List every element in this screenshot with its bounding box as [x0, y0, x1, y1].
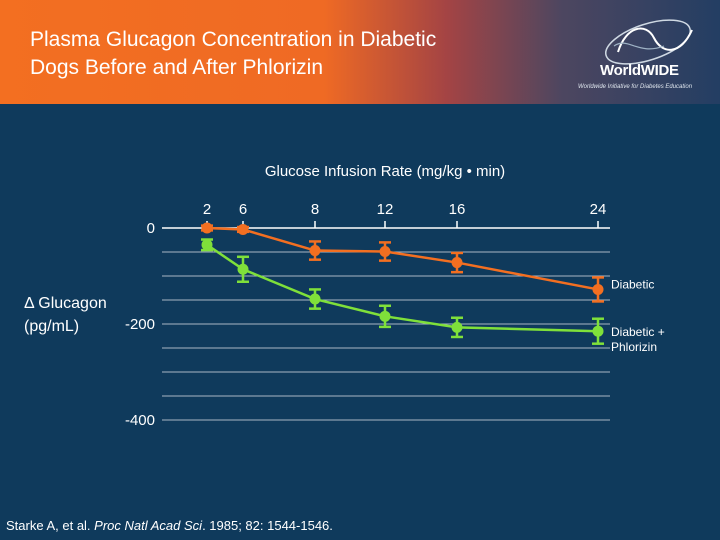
citation-authors: Starke A, et al. [6, 518, 95, 533]
legend-diabetic: Diabetic [611, 277, 654, 291]
data-point [379, 246, 391, 258]
data-point [379, 310, 391, 322]
logo-wordmark: WorldWIDE [600, 62, 679, 79]
x-tick-label: 12 [377, 201, 394, 218]
y-tick-label: -200 [125, 316, 155, 333]
globe-swirl-icon [605, 19, 693, 65]
citation-journal: Proc Natl Acad Sci [94, 518, 203, 533]
data-point [592, 283, 604, 295]
data-point [237, 223, 249, 235]
x-tick-label: 24 [590, 201, 607, 218]
data-point [237, 263, 249, 275]
y-axis-title-line2: (pg/mL) [24, 318, 80, 335]
x-tick-label: 2 [203, 201, 211, 218]
y-axis-title-line1: Δ Glucagon [24, 295, 107, 312]
series-line [206, 243, 599, 333]
legend-phlorizin: Diabetic + Phlorizin [611, 325, 665, 354]
x-tick-label: 8 [311, 201, 319, 218]
x-tick-label: 6 [239, 201, 247, 218]
y-tick-label: -400 [125, 412, 155, 429]
data-point [201, 222, 213, 234]
x-tick-label: 16 [449, 201, 466, 218]
data-point [201, 239, 213, 251]
citation: Starke A, et al. Proc Natl Acad Sci. 198… [6, 518, 333, 533]
logo-tagline: Worldwide Initiative for Diabetes Educat… [578, 84, 693, 90]
title-banner [0, 0, 720, 104]
data-point [592, 325, 604, 337]
data-point [309, 293, 321, 305]
y-tick-label: 0 [147, 220, 155, 237]
citation-details: . 1985; 82: 1544-1546. [202, 518, 333, 533]
x-axis-title: Glucose Infusion Rate (mg/kg • min) [264, 163, 506, 180]
series-line [206, 226, 599, 291]
slide-title-line1: Plasma Glucagon Concentration in Diabeti… [30, 28, 437, 51]
slide-title: Plasma Glucagon Concentration in Diabeti… [30, 26, 550, 82]
y-axis-title: Δ Glucagon (pg/mL) [24, 292, 107, 338]
data-point [451, 321, 463, 333]
slide-title-line2: Dogs Before and After Phlorizin [30, 56, 323, 79]
data-point [309, 245, 321, 257]
data-point [451, 257, 463, 269]
